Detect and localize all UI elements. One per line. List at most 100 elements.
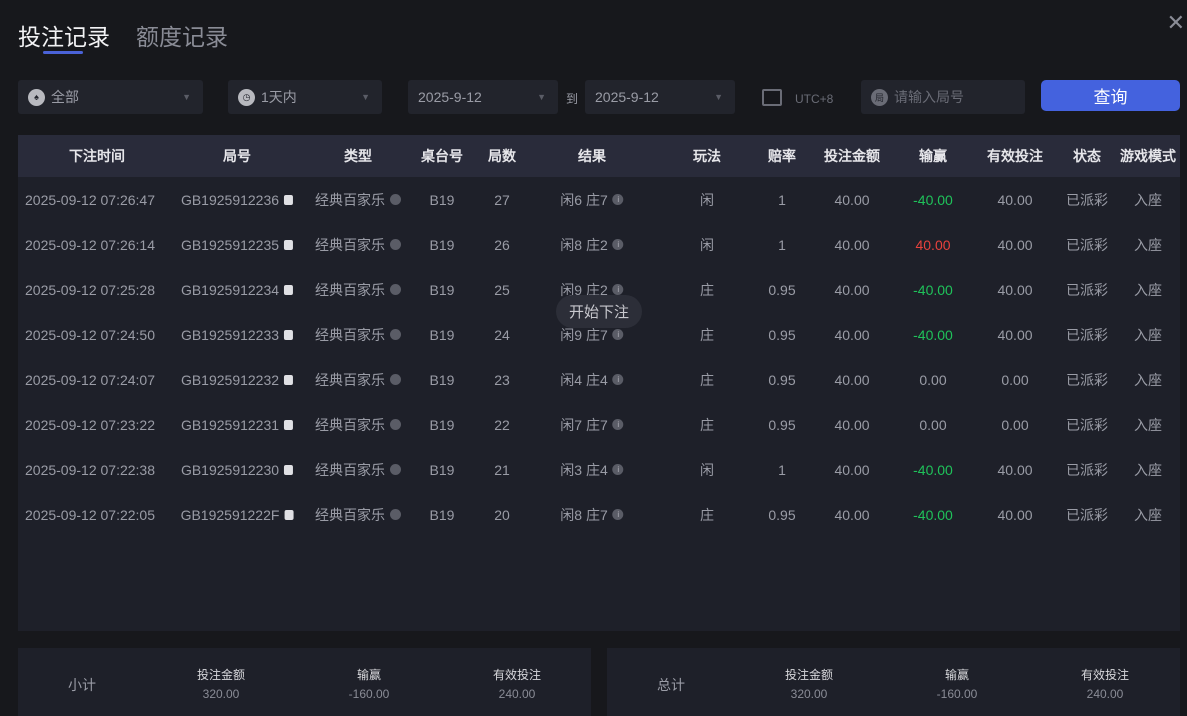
- cell-table-no: B19: [430, 327, 455, 343]
- game-status-dot-icon: [390, 284, 401, 295]
- round-count-value: 24: [494, 326, 510, 343]
- valid-bet-value: 40.00: [997, 506, 1033, 523]
- query-button[interactable]: 查询: [1041, 80, 1180, 111]
- game-type-value: 经典百家乐: [315, 506, 385, 523]
- cell-status: 已派彩: [1066, 235, 1108, 255]
- copy-icon[interactable]: [284, 464, 294, 475]
- bet-time-value: 2025-09-12 07:22:38: [25, 461, 155, 478]
- copy-icon[interactable]: [284, 239, 294, 250]
- table-row[interactable]: 2025-09-12 07:26:14 GB1925912235 经典百家乐 B19 2…: [18, 222, 1180, 267]
- copy-icon[interactable]: [284, 194, 294, 205]
- win-loss-value: 0.00: [919, 416, 947, 433]
- cell-status: 已派彩: [1066, 505, 1108, 525]
- bet-type-value: 庄: [700, 506, 714, 523]
- date-from-select[interactable]: 2025-9-12 ▼: [408, 80, 558, 114]
- game-mode-value: 入座: [1134, 236, 1162, 253]
- column-header-bet-time: 下注时间: [69, 148, 125, 164]
- result-value: 闲4 庄4: [560, 371, 608, 388]
- cell-bet-amount: 40.00: [834, 462, 869, 478]
- round-id-value: GB1925912231: [180, 416, 280, 433]
- bet-time-value: 2025-09-12 07:24:50: [25, 326, 155, 343]
- bet-type-value: 庄: [700, 326, 714, 343]
- cell-bet-time: 2025-09-12 07:25:28: [25, 282, 155, 298]
- date-from-value: 2025-9-12: [418, 89, 482, 105]
- copy-icon[interactable]: [284, 419, 294, 430]
- round-number-placeholder: 请输入局号: [894, 89, 964, 105]
- copy-icon[interactable]: [284, 374, 294, 385]
- cell-table-no: B19: [430, 462, 455, 478]
- cell-round-id: GB1925912233: [181, 327, 294, 343]
- round-id-value: GB1925912232: [180, 371, 280, 388]
- info-icon[interactable]: i: [612, 284, 624, 295]
- valid-bet-value: 40.00: [997, 461, 1033, 478]
- table-row[interactable]: 2025-09-12 07:22:05 GB192591222F 经典百家乐 B19 2…: [18, 492, 1180, 537]
- table-row[interactable]: 2025-09-12 07:24:50 GB1925912233 经典百家乐 B19 2…: [18, 312, 1180, 357]
- cell-odds: 0.95: [768, 507, 795, 523]
- column-header-bet-amount: 投注金额: [824, 148, 880, 164]
- status-value: 已派彩: [1066, 416, 1108, 433]
- info-icon[interactable]: i: [612, 329, 624, 340]
- cell-bet-amount: 40.00: [834, 327, 869, 343]
- date-to-select[interactable]: 2025-9-12 ▼: [585, 80, 735, 114]
- cell-result: 闲4 庄4 i: [560, 370, 624, 390]
- round-count-value: 23: [494, 371, 510, 388]
- info-icon[interactable]: i: [612, 374, 624, 385]
- game-mode-value: 入座: [1134, 191, 1162, 208]
- date-to-value: 2025-9-12: [595, 89, 659, 105]
- cell-bet-time: 2025-09-12 07:24:50: [25, 327, 155, 343]
- cell-odds: 1: [778, 237, 786, 253]
- bet-type-value: 闲: [700, 236, 714, 253]
- table-row[interactable]: 2025-09-12 07:24:07 GB1925912232 经典百家乐 B19 2…: [18, 357, 1180, 402]
- win-loss-value: -40.00: [913, 281, 953, 298]
- round-id-value: GB1925912235: [180, 236, 280, 253]
- info-icon[interactable]: i: [612, 509, 624, 520]
- table-row[interactable]: 2025-09-12 07:25:28 GB1925912234 经典百家乐 B19 2…: [18, 267, 1180, 312]
- tab-bet-records[interactable]: 投注记录: [18, 18, 110, 54]
- total-amount: 320.00: [790, 687, 828, 701]
- cell-bet-time: 2025-09-12 07:26:14: [25, 237, 155, 253]
- cell-bet-type: 闲: [700, 460, 714, 480]
- cell-bet-time: 2025-09-12 07:22:38: [25, 462, 155, 478]
- table-no-value: B19: [429, 191, 455, 208]
- copy-icon[interactable]: [284, 329, 294, 340]
- bet-records-table: 下注时间 局号 类型 桌台号 局数 结果 玩法 赔率 投注金额 输赢 有效投注 状态 游戏模式 2025…: [18, 135, 1180, 631]
- cell-round-count: 20: [494, 507, 510, 523]
- cell-valid-bet: 0.00: [1001, 417, 1028, 433]
- cell-table-no: B19: [430, 192, 455, 208]
- result-value: 闲6 庄7: [560, 191, 608, 208]
- info-icon[interactable]: i: [612, 239, 624, 250]
- bet-time-value: 2025-09-12 07:26:47: [25, 191, 155, 208]
- table-body[interactable]: 2025-09-12 07:26:47 GB1925912236 经典百家乐 B19 2…: [18, 177, 1180, 537]
- info-icon[interactable]: i: [612, 464, 624, 475]
- win-loss-value: -40.00: [913, 506, 953, 523]
- copy-icon[interactable]: [284, 284, 294, 295]
- table-row[interactable]: 2025-09-12 07:22:38 GB1925912230 经典百家乐 B19 2…: [18, 447, 1180, 492]
- total-label: 总计: [657, 677, 685, 693]
- cell-valid-bet: 0.00: [1001, 372, 1028, 388]
- odds-value: 0.95: [768, 416, 796, 433]
- tab-credit-records[interactable]: 额度记录: [136, 24, 228, 50]
- close-icon[interactable]: ✕: [1166, 10, 1185, 35]
- game-select[interactable]: ♠ 全部 ▼: [18, 80, 203, 114]
- game-type-value: 经典百家乐: [315, 461, 385, 478]
- cell-win-loss: -40.00: [913, 462, 953, 478]
- cell-bet-amount: 40.00: [834, 507, 869, 523]
- cell-valid-bet: 40.00: [997, 237, 1032, 253]
- round-number-input[interactable]: 局请输入局号: [861, 80, 1025, 114]
- column-header-win-loss: 输赢: [919, 148, 947, 164]
- table-row[interactable]: 2025-09-12 07:26:47 GB1925912236 经典百家乐 B19 2…: [18, 177, 1180, 222]
- period-select[interactable]: ◷ 1天内 ▼: [228, 80, 382, 114]
- status-value: 已派彩: [1066, 371, 1108, 388]
- copy-icon[interactable]: [284, 509, 294, 520]
- info-icon[interactable]: i: [612, 194, 624, 205]
- odds-value: 0.95: [768, 326, 796, 343]
- cell-bet-type: 庄: [700, 370, 714, 390]
- subtotal-valid: 240.00: [498, 687, 536, 701]
- cell-game-mode: 入座: [1134, 325, 1162, 345]
- info-icon[interactable]: i: [612, 419, 624, 430]
- bet-time-value: 2025-09-12 07:23:22: [25, 416, 155, 433]
- calendar-clock-icon: [762, 89, 782, 106]
- table-row[interactable]: 2025-09-12 07:23:22 GB1925912231 经典百家乐 B19 2…: [18, 402, 1180, 447]
- column-header-game-type: 类型: [344, 148, 372, 164]
- cell-status: 已派彩: [1066, 415, 1108, 435]
